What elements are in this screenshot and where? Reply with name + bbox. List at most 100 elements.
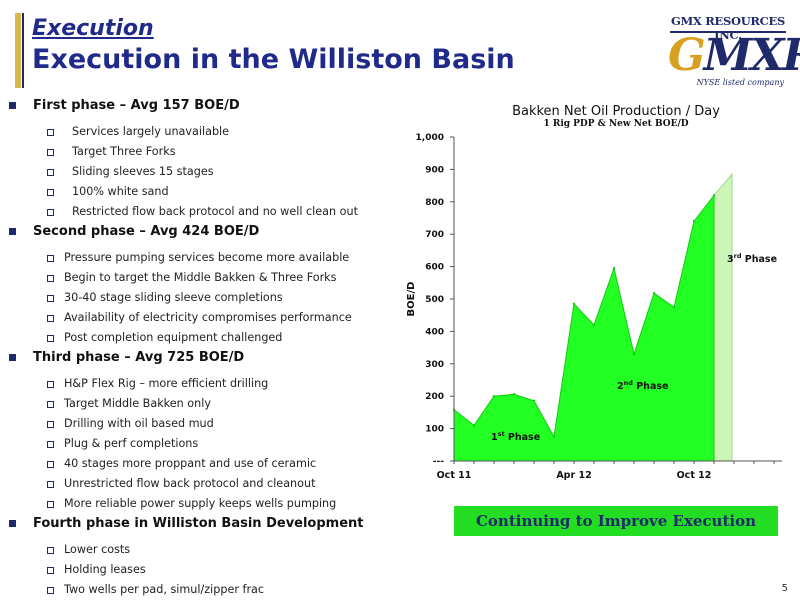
data-point: [572, 302, 576, 306]
y-tick-label: 600: [425, 263, 444, 273]
phase-item: Sliding sleeves 15 stages: [0, 162, 440, 182]
phase-item: Pressure pumping services become more av…: [0, 248, 440, 268]
hollow-square-bullet-icon: [47, 381, 54, 388]
y-tick-label: 1,000: [416, 133, 444, 143]
square-bullet-icon: [9, 354, 16, 361]
hollow-square-bullet-icon: [47, 209, 54, 216]
phase-item: H&P Flex Rig – more efficient drilling: [0, 374, 440, 394]
square-bullet-icon: [9, 520, 16, 527]
hollow-square-bullet-icon: [47, 421, 54, 428]
phase-heading-text: Fourth phase in Williston Basin Developm…: [33, 516, 364, 531]
square-bullet-icon: [9, 228, 16, 235]
phase-item-text: Lower costs: [64, 543, 131, 556]
phase-item: Two wells per pad, simul/zipper frac: [0, 580, 440, 600]
data-point: [472, 424, 476, 427]
phase-item-text: Two wells per pad, simul/zipper frac: [64, 583, 265, 596]
x-tick-label: Oct 11: [437, 470, 472, 481]
phase-bullet-list: First phase – Avg 157 BOE/D Services lar…: [0, 96, 440, 600]
hollow-square-bullet-icon: [47, 481, 54, 488]
phase-item-text: More reliable power supply keeps wells p…: [64, 497, 337, 510]
y-tick-label: 800: [425, 198, 444, 208]
data-point: [632, 352, 636, 356]
series-area: [453, 193, 715, 462]
data-point: [672, 305, 676, 309]
logo-tagline: NYSE listed company: [696, 78, 784, 87]
phase-item: Availability of electricity compromises …: [0, 308, 440, 328]
data-point: [512, 393, 516, 396]
data-point: [652, 291, 656, 295]
phase-item-text: Begin to target the Middle Bakken & Thre…: [64, 271, 337, 284]
title-accent-bar: [15, 13, 21, 88]
section-kicker: Execution: [32, 16, 154, 41]
phase-item-text: 30-40 stage sliding sleeve completions: [64, 291, 283, 304]
phase-item-text: Restricted flow back protocol and no wel…: [72, 205, 358, 218]
projection-area: [713, 172, 733, 462]
y-tick-label: 400: [425, 327, 444, 337]
square-bullet-icon: [9, 102, 16, 109]
phase-item: Drilling with oil based mud: [0, 414, 440, 434]
hollow-square-bullet-icon: [47, 401, 54, 408]
logo-g-letter: G: [668, 30, 706, 81]
chart-subtitle: 1 Rig PDP & New Net BOE/D: [543, 119, 689, 129]
data-point: [712, 194, 716, 197]
logo-mark-rest: MXR: [703, 30, 800, 81]
phase-item-text: Sliding sleeves 15 stages: [72, 165, 214, 178]
phase-heading: Second phase – Avg 424 BOE/D: [0, 222, 440, 248]
hollow-square-bullet-icon: [47, 567, 54, 574]
phase-annotation: 1st Phase: [491, 430, 540, 443]
page-title: Execution in the Williston Basin: [32, 44, 515, 75]
phase-item: Target Middle Bakken only: [0, 394, 440, 414]
data-point: [612, 267, 616, 270]
phase-item-text: Drilling with oil based mud: [64, 417, 214, 430]
y-tick-label: 700: [425, 230, 444, 240]
y-tick-label: 300: [425, 360, 444, 370]
phase-item: More reliable power supply keeps wells p…: [0, 494, 440, 514]
phase-item-text: 100% white sand: [72, 185, 169, 198]
phase-item-text: Holding leases: [64, 563, 146, 576]
chart-title: Bakken Net Oil Production / Day: [512, 104, 720, 119]
phase-item: Target Three Forks: [0, 142, 440, 162]
data-point: [532, 399, 536, 402]
phase-item-text: Plug & perf completions: [64, 437, 199, 450]
phase-heading: First phase – Avg 157 BOE/D: [0, 96, 440, 122]
phase-heading-text: Second phase – Avg 424 BOE/D: [33, 224, 260, 239]
phase-item-text: Target Middle Bakken only: [64, 397, 211, 410]
hollow-square-bullet-icon: [47, 461, 54, 468]
hollow-square-bullet-icon: [47, 501, 54, 508]
hollow-square-bullet-icon: [47, 335, 54, 342]
hollow-square-bullet-icon: [47, 441, 54, 448]
data-point: [492, 395, 496, 398]
phase-item-text: 40 stages more proppant and use of ceram…: [64, 457, 317, 470]
hollow-square-bullet-icon: [47, 169, 54, 176]
logo-rule: [670, 31, 786, 33]
x-tick-label: Oct 12: [677, 470, 712, 481]
phase-annotation: 3rd Phase: [727, 252, 777, 265]
y-tick-label: 900: [425, 165, 444, 175]
phase-item-text: Post completion equipment challenged: [64, 331, 283, 344]
title-accent-line: [22, 13, 24, 88]
data-point: [692, 220, 696, 223]
phase-item-text: Pressure pumping services become more av…: [64, 251, 350, 264]
hollow-square-bullet-icon: [47, 149, 54, 156]
page-number: 5: [781, 583, 788, 594]
y-tick-label: 100: [425, 425, 444, 435]
phase-item: Plug & perf completions: [0, 434, 440, 454]
phase-item: Begin to target the Middle Bakken & Thre…: [0, 268, 440, 288]
phase-item-text: Availability of electricity compromises …: [64, 311, 352, 324]
phase-item-text: Target Three Forks: [72, 145, 176, 158]
phase-item: 30-40 stage sliding sleeve completions: [0, 288, 440, 308]
phase-annotation: 2nd Phase: [617, 379, 668, 392]
phase-item: Holding leases: [0, 560, 440, 580]
x-tick-label: Apr 12: [556, 470, 591, 481]
hollow-square-bullet-icon: [47, 547, 54, 554]
y-tick-label: ---: [433, 457, 444, 467]
y-axis-label: BOE/D: [406, 282, 417, 317]
phase-item: Restricted flow back protocol and no wel…: [0, 202, 440, 222]
phase-heading: Fourth phase in Williston Basin Developm…: [0, 514, 440, 540]
hollow-square-bullet-icon: [47, 255, 54, 262]
hollow-square-bullet-icon: [47, 587, 54, 594]
y-tick-label: 200: [425, 392, 444, 402]
phase-item: Post completion equipment challenged: [0, 328, 440, 348]
